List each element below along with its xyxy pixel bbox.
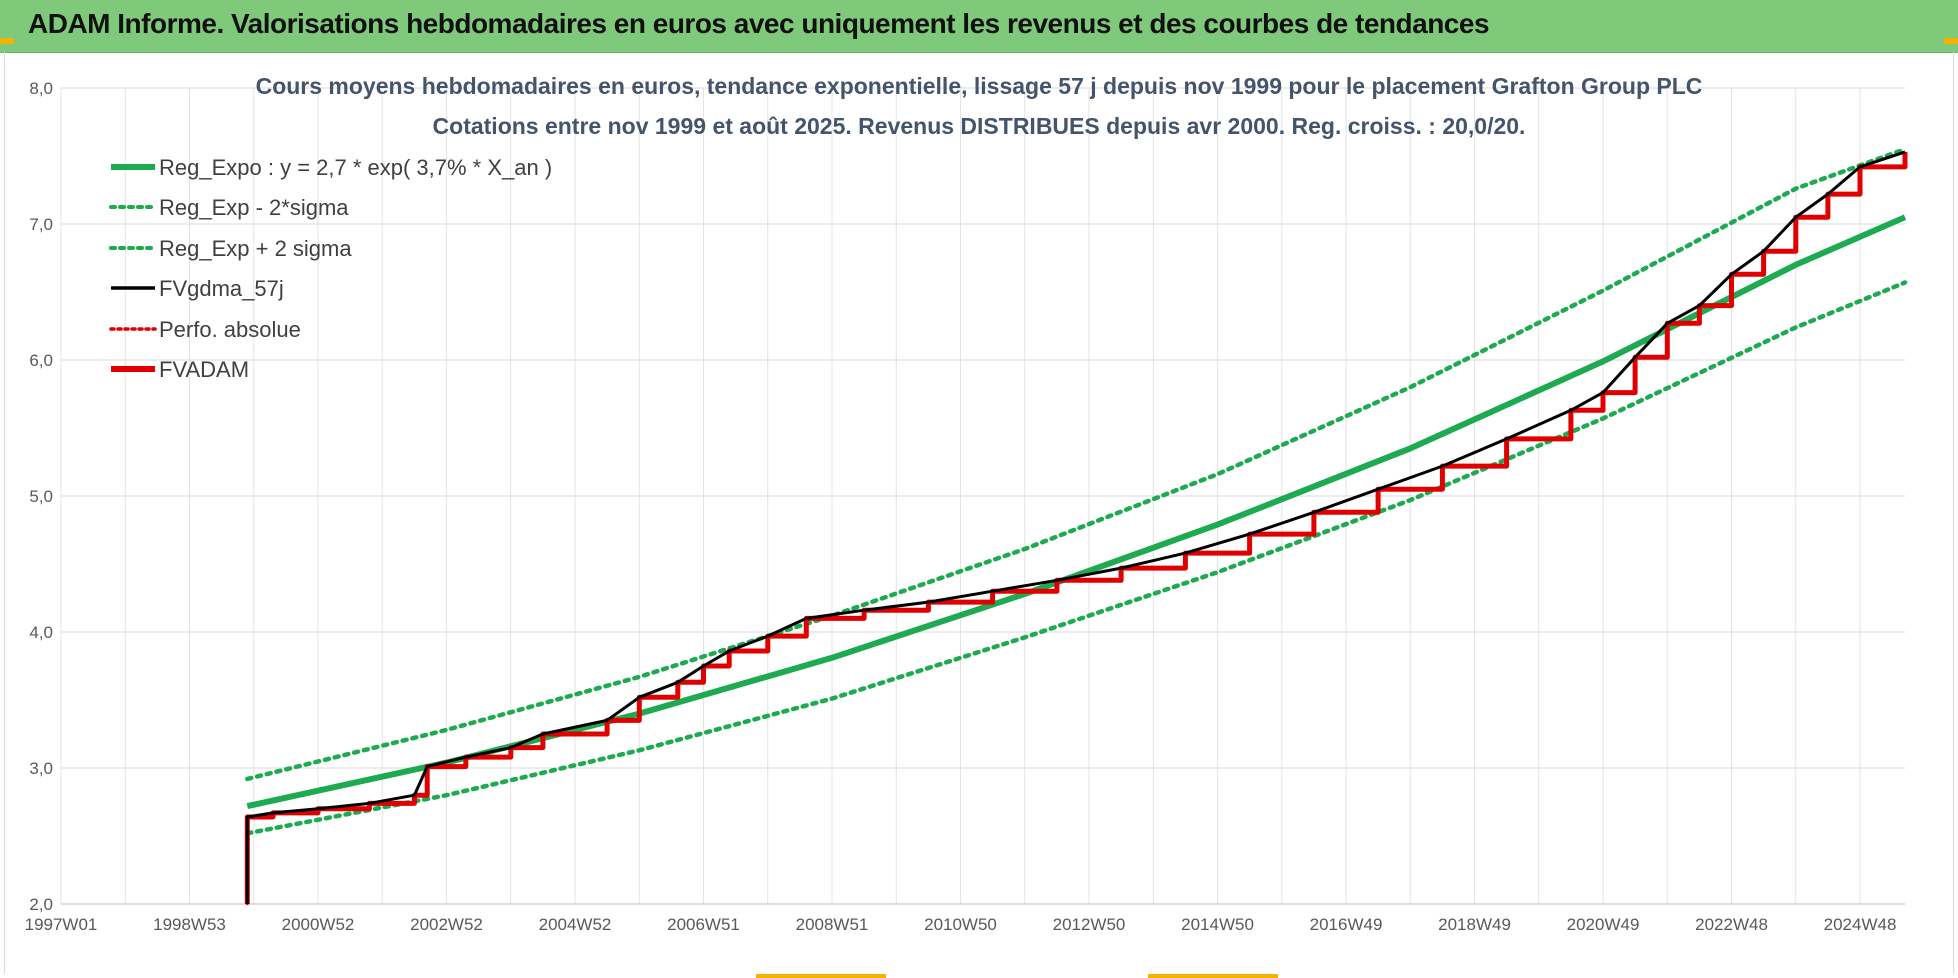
accent-left — [0, 38, 14, 44]
accent-bottom-1 — [756, 974, 886, 978]
y-tick-label: 4,0 — [29, 623, 53, 642]
legend-label-fvadam: FVADAM — [159, 357, 249, 382]
x-tick-label: 2024W48 — [1824, 915, 1897, 934]
series-lines — [244, 146, 1908, 906]
y-tick-label: 7,0 — [29, 215, 53, 234]
legend-label-fvgdma: FVgdma_57j — [159, 276, 284, 301]
x-tick-label: 2022W48 — [1695, 915, 1768, 934]
series-fvadam — [244, 151, 1908, 904]
chart-area: Cours moyens hebdomadaires en euros, ten… — [25, 73, 1908, 934]
legend-label-reg-exp-plus: Reg_Exp + 2 sigma — [159, 236, 352, 261]
y-axis: 2,0 3,0 4,0 5,0 6,0 7,0 8,0 — [29, 79, 53, 914]
x-tick-label: 1998W53 — [153, 915, 226, 934]
series-reg-exp-minus-2sigma — [245, 280, 1908, 836]
x-tick-label: 2002W52 — [410, 915, 483, 934]
x-axis: 1997W01 1998W53 2000W52 2002W52 2004W52 2006W… — [25, 903, 1905, 934]
accent-bottom-2 — [1148, 974, 1278, 978]
accent-right — [1944, 38, 1958, 44]
legend-label-perfo-absolue: Perfo. absolue — [159, 317, 301, 342]
chart-frame: Cours moyens hebdomadaires en euros, ten… — [4, 52, 1954, 974]
title-banner: ADAM Informe. Valorisations hebdomadaire… — [0, 0, 1958, 53]
chart-title-line-2: Cotations entre nov 1999 et août 2025. R… — [433, 113, 1526, 139]
series-fvgdma-57j — [245, 150, 1906, 904]
x-tick-label: 2010W50 — [924, 915, 997, 934]
x-tick-label: 2008W51 — [796, 915, 869, 934]
y-tick-label: 8,0 — [29, 79, 53, 98]
series-reg-exp-plus-2sigma — [245, 146, 1908, 782]
chart-title-line-1: Cours moyens hebdomadaires en euros, ten… — [256, 73, 1703, 99]
x-tick-label: 2020W49 — [1567, 915, 1640, 934]
legend-label-reg-expo: Reg_Expo : y = 2,7 * exp( 3,7% * X_an ) — [159, 155, 552, 180]
x-tick-label: 2014W50 — [1181, 915, 1254, 934]
x-tick-label: 2006W51 — [667, 915, 740, 934]
x-tick-label: 2012W50 — [1053, 915, 1126, 934]
x-tick-label: 2004W52 — [539, 915, 612, 934]
x-tick-label: 2000W52 — [282, 915, 355, 934]
series-reg-expo — [246, 214, 1907, 810]
legend-label-reg-exp-minus: Reg_Exp - 2*sigma — [159, 195, 349, 220]
page-title: ADAM Informe. Valorisations hebdomadaire… — [28, 8, 1490, 39]
x-tick-label: 2016W49 — [1310, 915, 1383, 934]
legend: Reg_Expo : y = 2,7 * exp( 3,7% * X_an ) … — [109, 155, 552, 382]
x-tick-label: 2018W49 — [1438, 915, 1511, 934]
y-tick-label: 3,0 — [29, 759, 53, 778]
y-tick-label: 6,0 — [29, 351, 53, 370]
y-tick-label: 2,0 — [29, 895, 53, 914]
x-tick-label: 1997W01 — [25, 915, 98, 934]
y-tick-label: 5,0 — [29, 487, 53, 506]
